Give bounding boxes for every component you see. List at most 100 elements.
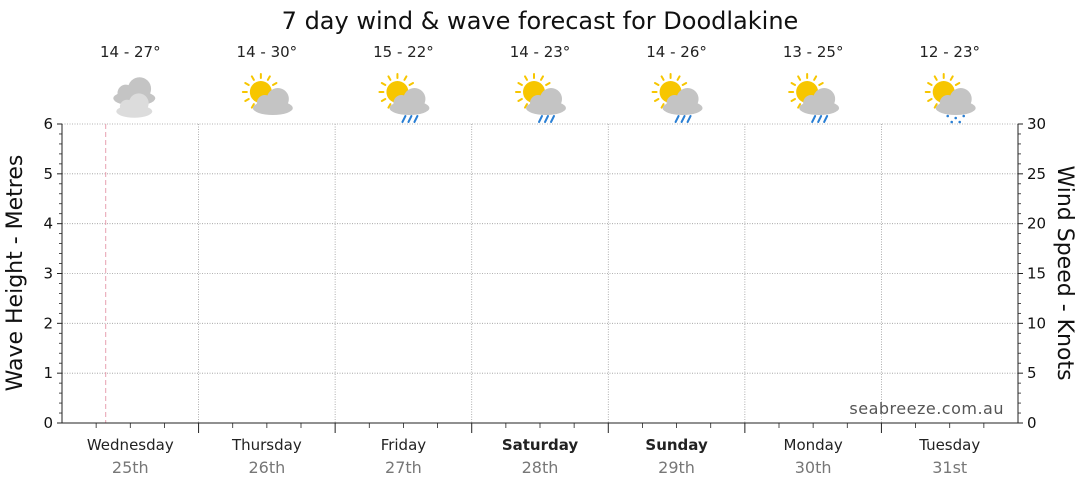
sun-ray bbox=[540, 75, 544, 81]
sun-ray bbox=[653, 98, 660, 102]
left-tick-label: 1 bbox=[43, 364, 53, 382]
left-axis-title: Wave Height - Metres bbox=[3, 155, 28, 392]
sun-ray bbox=[790, 82, 797, 86]
rain-drop bbox=[823, 115, 829, 123]
date-label: 25th bbox=[112, 458, 149, 477]
weather-icon-row bbox=[113, 73, 976, 124]
cloud-part bbox=[676, 88, 699, 110]
cloud-part bbox=[403, 88, 426, 110]
sun-ray bbox=[408, 82, 415, 86]
left-tick-label: 5 bbox=[43, 165, 53, 183]
left-axis: 0 1 2 3 4 5 6 bbox=[43, 115, 63, 432]
rain-drop bbox=[413, 115, 419, 123]
showers-icon bbox=[651, 73, 703, 123]
sun-ray bbox=[387, 103, 392, 109]
sun-ray bbox=[927, 98, 933, 102]
sun-ray bbox=[676, 75, 681, 81]
drizzle-drop bbox=[958, 120, 962, 124]
showers-icon bbox=[378, 73, 430, 123]
sun-ray bbox=[933, 103, 938, 109]
cloud-part bbox=[949, 88, 972, 110]
date-label: 30th bbox=[795, 458, 832, 477]
rain-drop bbox=[811, 115, 817, 123]
sun-ray bbox=[660, 103, 665, 109]
day-label: Wednesday bbox=[87, 436, 174, 454]
sun-ray bbox=[250, 75, 255, 81]
drizzle-drop bbox=[950, 120, 954, 124]
sun-ray bbox=[387, 75, 392, 81]
temp-range: 14 - 27° bbox=[100, 43, 161, 61]
partly-cloudy-icon bbox=[241, 73, 293, 115]
sun-ray bbox=[244, 82, 250, 86]
temperature-row: 14 - 27° 14 - 30° 15 - 22° 14 - 23° 14 - 26°… bbox=[100, 43, 980, 61]
rain-drop bbox=[550, 115, 555, 123]
sun-ray bbox=[949, 75, 954, 81]
drizzle-drop bbox=[962, 114, 966, 118]
temp-range: 12 - 23° bbox=[919, 43, 980, 61]
sun-ray bbox=[403, 75, 408, 81]
date-label: 27th bbox=[385, 458, 422, 477]
day-label: Thursday bbox=[231, 436, 302, 454]
left-tick-label: 3 bbox=[43, 265, 53, 283]
cloudy-icon bbox=[113, 77, 156, 118]
drizzle-drop bbox=[954, 116, 958, 120]
left-tick-label: 2 bbox=[43, 314, 53, 332]
sun-ray bbox=[933, 75, 938, 81]
showers-icon bbox=[515, 73, 566, 123]
sun-ray bbox=[681, 82, 688, 86]
cloud-part bbox=[266, 88, 289, 110]
left-tick-label: 0 bbox=[43, 414, 53, 432]
right-tick-label: 15 bbox=[1027, 265, 1046, 283]
cloud-part bbox=[540, 88, 562, 110]
drizzle-drop bbox=[946, 114, 950, 118]
cloud-part bbox=[128, 93, 149, 114]
rain-drop bbox=[401, 115, 407, 123]
watermark: seabreeze.com.au bbox=[849, 399, 1004, 418]
right-tick-label: 10 bbox=[1027, 314, 1046, 332]
cloud-part bbox=[127, 77, 152, 101]
chart-title: 7 day wind & wave forecast for Doodlakin… bbox=[282, 7, 799, 35]
date-label: 29th bbox=[658, 458, 695, 477]
right-axis-title: Wind Speed - Knots bbox=[1052, 165, 1077, 380]
date-label: 28th bbox=[522, 458, 559, 477]
day-label: Friday bbox=[381, 436, 427, 454]
day-axis: Wednesday 25th Thursday 26th Friday 27th Satur… bbox=[62, 422, 1018, 477]
right-tick-label: 25 bbox=[1027, 165, 1046, 183]
date-label: 31st bbox=[932, 458, 967, 477]
temp-range: 14 - 23° bbox=[510, 43, 571, 61]
day-label: Tuesday bbox=[918, 436, 980, 454]
sun-ray bbox=[660, 75, 665, 81]
rain-drop bbox=[817, 115, 823, 123]
sun-ray bbox=[517, 98, 523, 102]
day-label: Monday bbox=[784, 436, 843, 454]
day-label: Saturday bbox=[502, 436, 579, 454]
temp-range: 13 - 25° bbox=[783, 43, 844, 61]
sun-ray bbox=[524, 75, 528, 81]
temp-range: 15 - 22° bbox=[373, 43, 434, 61]
sun-ray bbox=[524, 103, 528, 109]
temp-range: 14 - 26° bbox=[646, 43, 707, 61]
date-label: 26th bbox=[248, 458, 285, 477]
drizzle-icon bbox=[924, 73, 976, 124]
sun-ray bbox=[517, 82, 523, 86]
rain-drop bbox=[674, 115, 680, 123]
sun-ray bbox=[927, 82, 933, 86]
sun-ray bbox=[271, 82, 278, 86]
day-label: Sunday bbox=[645, 436, 708, 454]
right-axis: 0 5 10 15 20 25 30 bbox=[1017, 115, 1046, 432]
rain-drop bbox=[538, 115, 543, 123]
sun-ray bbox=[244, 98, 250, 102]
temp-range: 14 - 30° bbox=[237, 43, 298, 61]
sun-ray bbox=[380, 98, 387, 102]
sun-ray bbox=[813, 75, 818, 81]
plot-grid bbox=[62, 123, 1018, 423]
showers-icon bbox=[788, 73, 840, 123]
right-tick-label: 30 bbox=[1027, 115, 1046, 133]
sun-ray bbox=[266, 75, 271, 81]
rain-drop bbox=[407, 115, 413, 123]
right-tick-label: 20 bbox=[1027, 215, 1046, 233]
sun-ray bbox=[380, 82, 387, 86]
cloud-part bbox=[813, 88, 836, 110]
left-tick-label: 4 bbox=[43, 215, 53, 233]
